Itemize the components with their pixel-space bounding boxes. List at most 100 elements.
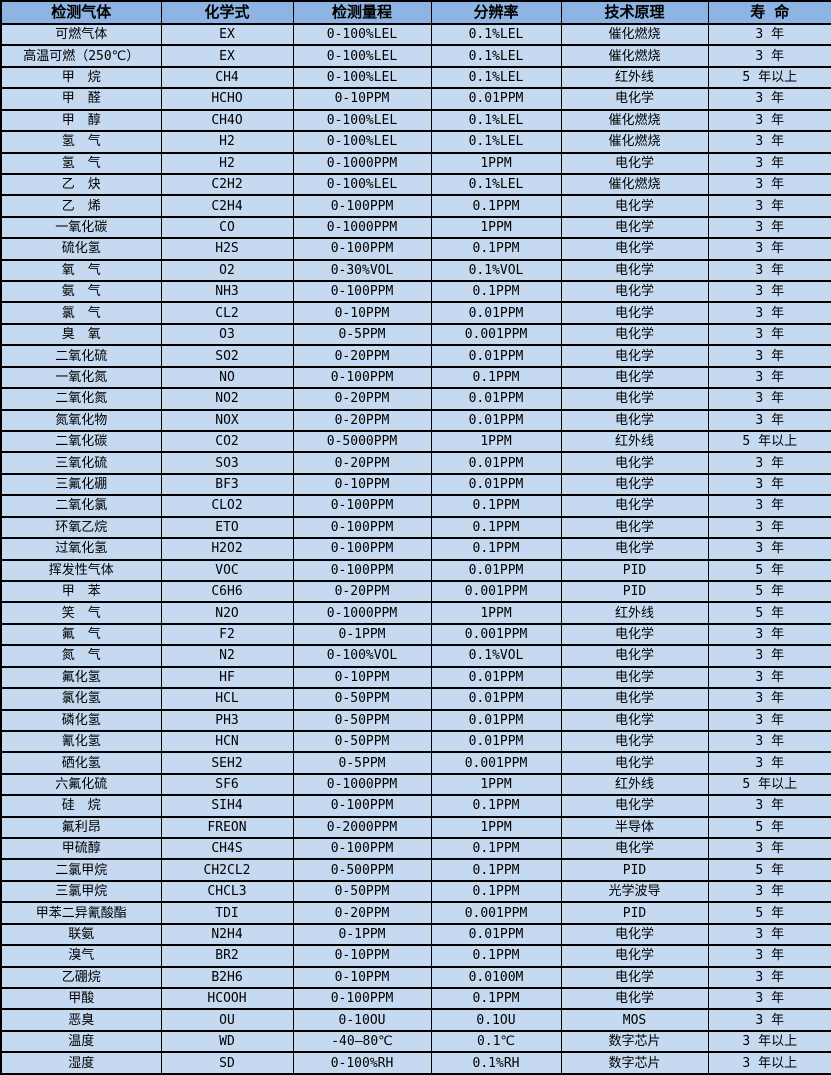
cell-gas: 甲 醇 [0, 108, 162, 133]
cell-formula: H2O2 [160, 537, 294, 561]
cell-formula: O2 [160, 258, 294, 283]
cell-formula: CH4S [160, 837, 294, 861]
cell-lifespan: 5 年 [707, 579, 831, 604]
cell-principle: PID [560, 858, 709, 882]
table-row: 氟利昂 FREON 0-2000PPM 1PPM 半导体 5 年 [0, 815, 831, 840]
column-header-range: 检测量程 [292, 0, 432, 25]
cell-lifespan: 3 年 [707, 472, 831, 497]
cell-resolution: 0.1%LEL [430, 172, 562, 197]
cell-range: 0-1000PPM [292, 215, 432, 240]
table-row: 氟化氢 HF 0-10PPM 0.01PPM 电化学 3 年 [0, 665, 831, 690]
table-row: 溴气 BR2 0-10PPM 0.1PPM 电化学 3 年 [0, 944, 831, 968]
cell-lifespan: 3 年 [707, 237, 831, 261]
cell-principle: 电化学 [560, 537, 709, 561]
cell-range: 0-1000PPM [292, 772, 432, 797]
cell-range: 0-100PPM [292, 194, 432, 218]
cell-lifespan: 3 年 [707, 344, 831, 368]
cell-gas: 笑 气 [0, 601, 162, 625]
cell-lifespan: 3 年 [707, 665, 831, 690]
table-row: 高温可燃（250℃） EX 0-100%LEL 0.1%LEL 催化燃烧 3 年 [0, 44, 831, 68]
table-row: 甲酸 HCOOH 0-100PPM 0.1PPM 电化学 3 年 [0, 986, 831, 1011]
cell-principle: 电化学 [560, 665, 709, 690]
cell-principle: 光学波导 [560, 879, 709, 904]
cell-formula: WD [160, 1029, 294, 1054]
cell-gas: 臭 氧 [0, 322, 162, 347]
cell-resolution: 0.01PPM [430, 558, 562, 582]
column-header-lifespan: 寿 命 [707, 0, 831, 25]
cell-gas: 恶臭 [0, 1008, 162, 1032]
cell-principle: 电化学 [560, 322, 709, 347]
cell-range: 0-100PPM [292, 494, 432, 518]
cell-principle: 电化学 [560, 837, 709, 861]
cell-formula: CO [160, 215, 294, 240]
cell-range: 0-100PPM [292, 986, 432, 1011]
table-row: 硅 烷 SIH4 0-100PPM 0.1PPM 电化学 3 年 [0, 794, 831, 818]
cell-lifespan: 3 年 [707, 408, 831, 433]
cell-range: 0-5PPM [292, 751, 432, 775]
cell-resolution: 0.01PPM [430, 472, 562, 497]
cell-range: 0-100%LEL [292, 65, 432, 90]
cell-gas: 联氨 [0, 922, 162, 947]
cell-principle: 电化学 [560, 280, 709, 304]
cell-lifespan: 5 年以上 [707, 772, 831, 797]
cell-resolution: 0.001PPM [430, 622, 562, 647]
cell-range: 0-100%LEL [292, 172, 432, 197]
cell-formula: NOX [160, 408, 294, 433]
table-row: 硒化氢 SEH2 0-5PPM 0.001PPM 电化学 3 年 [0, 751, 831, 775]
cell-gas: 氯 气 [0, 301, 162, 325]
table-row: 氢 气 H2 0-100%LEL 0.1%LEL 催化燃烧 3 年 [0, 130, 831, 154]
cell-gas: 甲 苯 [0, 579, 162, 604]
cell-range: 0-20PPM [292, 344, 432, 368]
cell-range: 0-30%VOL [292, 258, 432, 283]
cell-principle: 电化学 [560, 215, 709, 240]
cell-formula: CL2 [160, 301, 294, 325]
cell-gas: 二氧化氮 [0, 387, 162, 411]
cell-gas: 一氧化氮 [0, 365, 162, 390]
cell-formula: CH4O [160, 108, 294, 133]
cell-principle: PID [560, 901, 709, 925]
cell-range: -40—80℃ [292, 1029, 432, 1054]
cell-resolution: 0.1%LEL [430, 65, 562, 90]
cell-principle: 电化学 [560, 365, 709, 390]
cell-lifespan: 3 年 [707, 794, 831, 818]
cell-gas: 乙 烯 [0, 194, 162, 218]
cell-resolution: 0.1PPM [430, 944, 562, 968]
cell-resolution: 1PPM [430, 215, 562, 240]
table-row: 挥发性气体 VOC 0-100PPM 0.01PPM PID 5 年 [0, 558, 831, 582]
cell-range: 0-1000PPM [292, 601, 432, 625]
cell-resolution: 0.1℃ [430, 1029, 562, 1054]
table-row: 恶臭 OU 0-10OU 0.1OU MOS 3 年 [0, 1008, 831, 1032]
cell-range: 0-100PPM [292, 365, 432, 390]
cell-resolution: 0.01PPM [430, 451, 562, 475]
cell-gas: 六氟化硫 [0, 772, 162, 797]
cell-lifespan: 3 年 [707, 108, 831, 133]
cell-range: 0-50PPM [292, 879, 432, 904]
cell-range: 0-100PPM [292, 794, 432, 818]
cell-principle: 数字芯片 [560, 1029, 709, 1054]
table-row: 过氧化氢 H2O2 0-100PPM 0.1PPM 电化学 3 年 [0, 537, 831, 561]
cell-gas: 氨 气 [0, 280, 162, 304]
cell-principle: 催化燃烧 [560, 130, 709, 154]
cell-lifespan: 3 年 [707, 130, 831, 154]
cell-range: 0-20PPM [292, 579, 432, 604]
cell-range: 0-100PPM [292, 237, 432, 261]
cell-formula: C2H4 [160, 194, 294, 218]
cell-lifespan: 3 年 [707, 986, 831, 1011]
cell-formula: B2H6 [160, 965, 294, 990]
cell-lifespan: 3 年 [707, 751, 831, 775]
cell-formula: VOC [160, 558, 294, 582]
cell-lifespan: 3 年 [707, 301, 831, 325]
table-row: 可燃气体 EX 0-100%LEL 0.1%LEL 催化燃烧 3 年 [0, 22, 831, 47]
cell-lifespan: 3 年 [707, 494, 831, 518]
cell-lifespan: 3 年以上 [707, 1029, 831, 1054]
cell-range: 0-10OU [292, 1008, 432, 1032]
cell-formula: HCN [160, 729, 294, 754]
cell-range: 0-5PPM [292, 322, 432, 347]
table-row: 甲 苯 C6H6 0-20PPM 0.001PPM PID 5 年 [0, 579, 831, 604]
cell-lifespan: 3 年 [707, 451, 831, 475]
table-row: 硫化氢 H2S 0-100PPM 0.1PPM 电化学 3 年 [0, 237, 831, 261]
cell-resolution: 0.1%LEL [430, 44, 562, 68]
cell-resolution: 1PPM [430, 601, 562, 625]
cell-gas: 甲苯二异氰酸酯 [0, 901, 162, 925]
column-header-resolution: 分辨率 [430, 0, 562, 25]
